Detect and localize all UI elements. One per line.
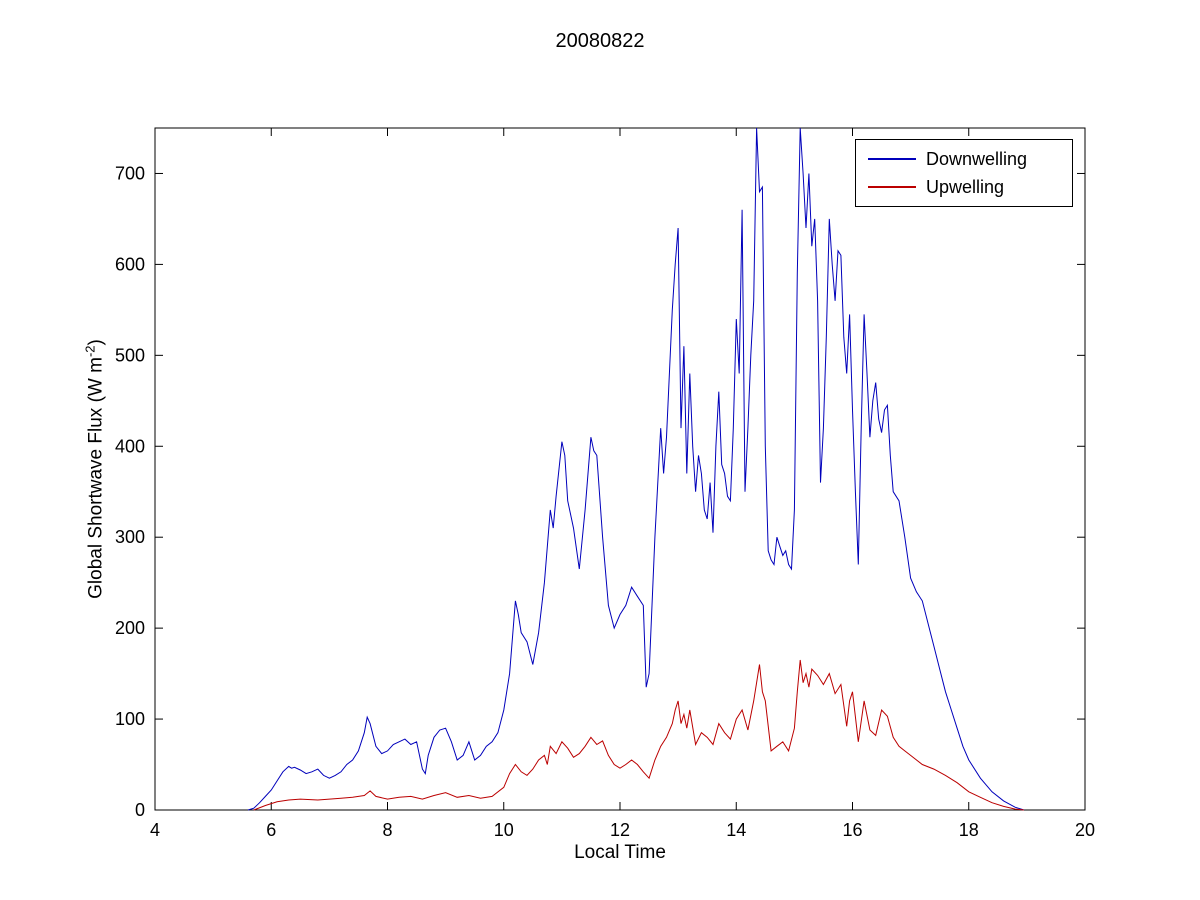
- x-tick-label: 16: [842, 820, 862, 840]
- downwelling-line-swatch: [868, 158, 916, 160]
- y-axis-label: Global Shortwave Flux (W m-2): [82, 339, 107, 599]
- y-tick-label: 200: [115, 618, 145, 638]
- y-tick-label: 400: [115, 436, 145, 456]
- legend-row-downwelling: Downwelling: [856, 145, 1072, 173]
- y-tick-label: 700: [115, 163, 145, 183]
- y-axis-label-exponent: -2: [82, 345, 98, 358]
- downwelling-line: [247, 127, 1025, 811]
- legend-row-upwelling: Upwelling: [856, 173, 1072, 201]
- legend-label-downwelling: Downwelling: [926, 148, 1028, 169]
- legend-label-upwelling: Upwelling: [926, 176, 1005, 197]
- x-tick-label: 8: [382, 820, 392, 840]
- x-tick-label: 18: [959, 820, 979, 840]
- y-axis-label-text: Global Shortwave Flux (W m: [85, 357, 107, 599]
- x-tick-label: 6: [266, 820, 276, 840]
- y-tick-label: 300: [115, 527, 145, 547]
- y-tick-label: 600: [115, 254, 145, 274]
- x-tick-label: 10: [494, 820, 514, 840]
- y-tick-label: 100: [115, 709, 145, 729]
- x-tick-label: 14: [726, 820, 746, 840]
- y-tick-label: 0: [135, 800, 145, 820]
- x-axis-label: Local Time: [574, 842, 666, 863]
- y-axis-label-close: ): [85, 339, 107, 346]
- x-tick-label: 12: [610, 820, 630, 840]
- x-tick-label: 20: [1075, 820, 1095, 840]
- upwelling-line: [253, 659, 1025, 811]
- upwelling-line-swatch: [868, 186, 916, 188]
- legend: Downwelling Upwelling: [855, 139, 1073, 207]
- y-tick-label: 500: [115, 345, 145, 365]
- x-tick-label: 4: [150, 820, 160, 840]
- axes-box: [154, 127, 1086, 811]
- chart-title: 20080822: [555, 30, 645, 52]
